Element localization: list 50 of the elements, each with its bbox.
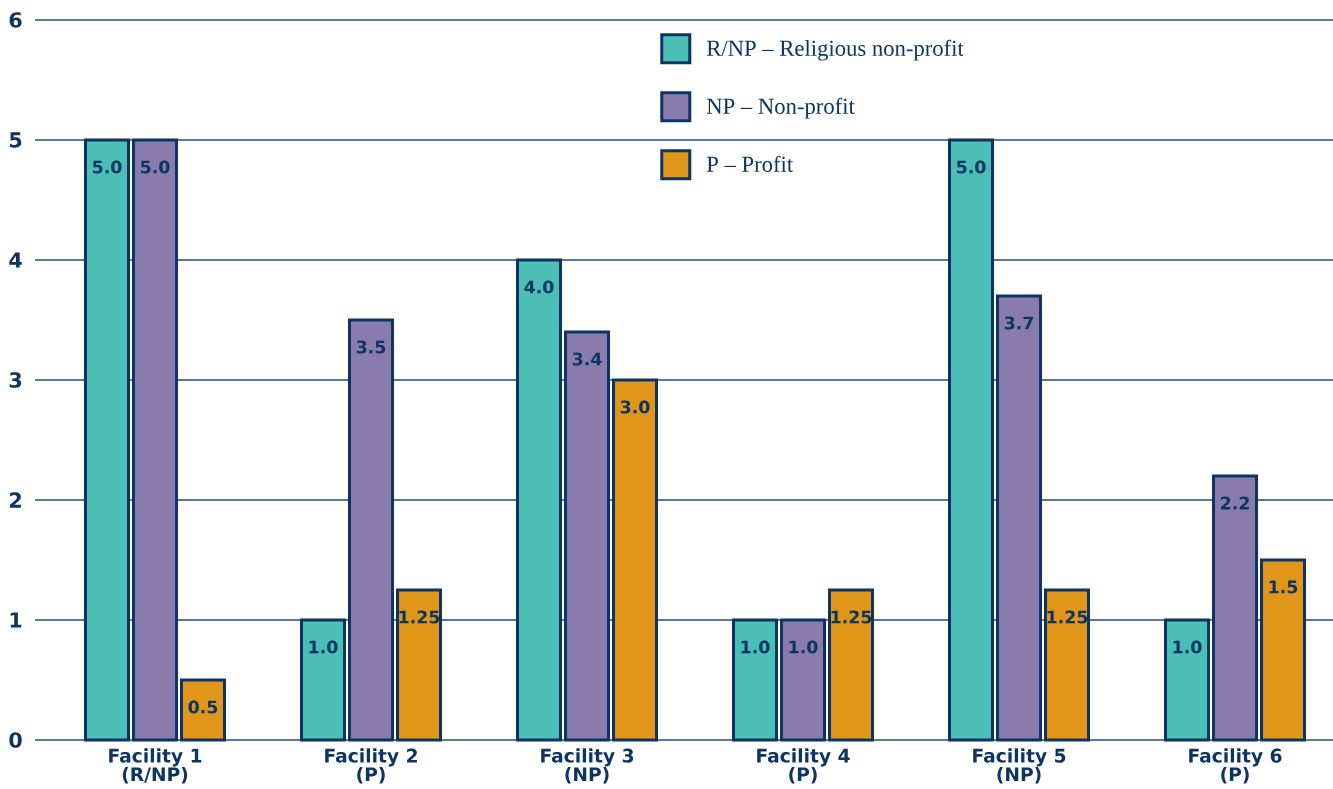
- x-tick-label: Facility 4 (P): [757, 748, 850, 784]
- bar: [132, 138, 179, 742]
- bar: [1164, 618, 1211, 742]
- bar: [180, 678, 227, 742]
- bar: [396, 588, 443, 742]
- x-tick-label: Facility 3 (NP): [541, 748, 634, 784]
- data-label: 1.5: [1269, 580, 1298, 594]
- x-tick-label: Facility 6 (P): [1189, 748, 1282, 784]
- bar: [948, 138, 995, 742]
- data-label: 1.0: [1173, 640, 1202, 654]
- bar: [300, 618, 347, 742]
- data-label: 5.0: [140, 160, 170, 174]
- legend-label: P – Profit: [706, 155, 794, 172]
- data-label: 0.5: [188, 700, 218, 714]
- data-label: 4.0: [524, 280, 554, 294]
- bar: [996, 294, 1043, 742]
- x-tick-label: Facility 1 (R/NP): [109, 748, 202, 784]
- y-tick-label: 0: [9, 732, 22, 748]
- bar: [564, 330, 611, 742]
- y-tick-label: 6: [9, 12, 22, 28]
- bar: [84, 138, 130, 742]
- bar: [516, 258, 563, 742]
- bar: [612, 378, 659, 742]
- y-tick-label: 5: [9, 132, 22, 148]
- data-label: 3.7: [1004, 316, 1033, 330]
- y-tick-label: 4: [9, 252, 22, 268]
- bar: [348, 318, 395, 742]
- x-tick-label: Facility 2 (P): [325, 748, 417, 784]
- data-label: 1.0: [789, 640, 818, 654]
- data-label: 5.0: [92, 160, 122, 174]
- bar: [1260, 558, 1307, 742]
- bar: [828, 588, 875, 742]
- data-label: 2.2: [1221, 496, 1249, 510]
- data-label: 1.0: [309, 640, 338, 654]
- legend-label: R/NP – Religious non-profit: [706, 39, 964, 61]
- legend-label: NP – Non-profit: [706, 97, 855, 119]
- bar: [1044, 588, 1091, 742]
- data-label: 3.5: [356, 340, 386, 354]
- bar: [732, 618, 779, 742]
- bar: [1212, 474, 1259, 742]
- data-label: 5.0: [957, 160, 986, 174]
- y-tick-label: 2: [9, 492, 21, 508]
- data-label: 3.0: [620, 400, 650, 414]
- bar: [780, 618, 827, 742]
- y-tick-label: 3: [9, 372, 22, 388]
- data-label: 3.4: [572, 352, 602, 366]
- data-label: 1.0: [741, 640, 770, 654]
- data-label: 1.25: [399, 610, 440, 624]
- y-tick-label: 1: [10, 612, 22, 628]
- x-tick-label: Facility 5 (NP): [973, 748, 1066, 784]
